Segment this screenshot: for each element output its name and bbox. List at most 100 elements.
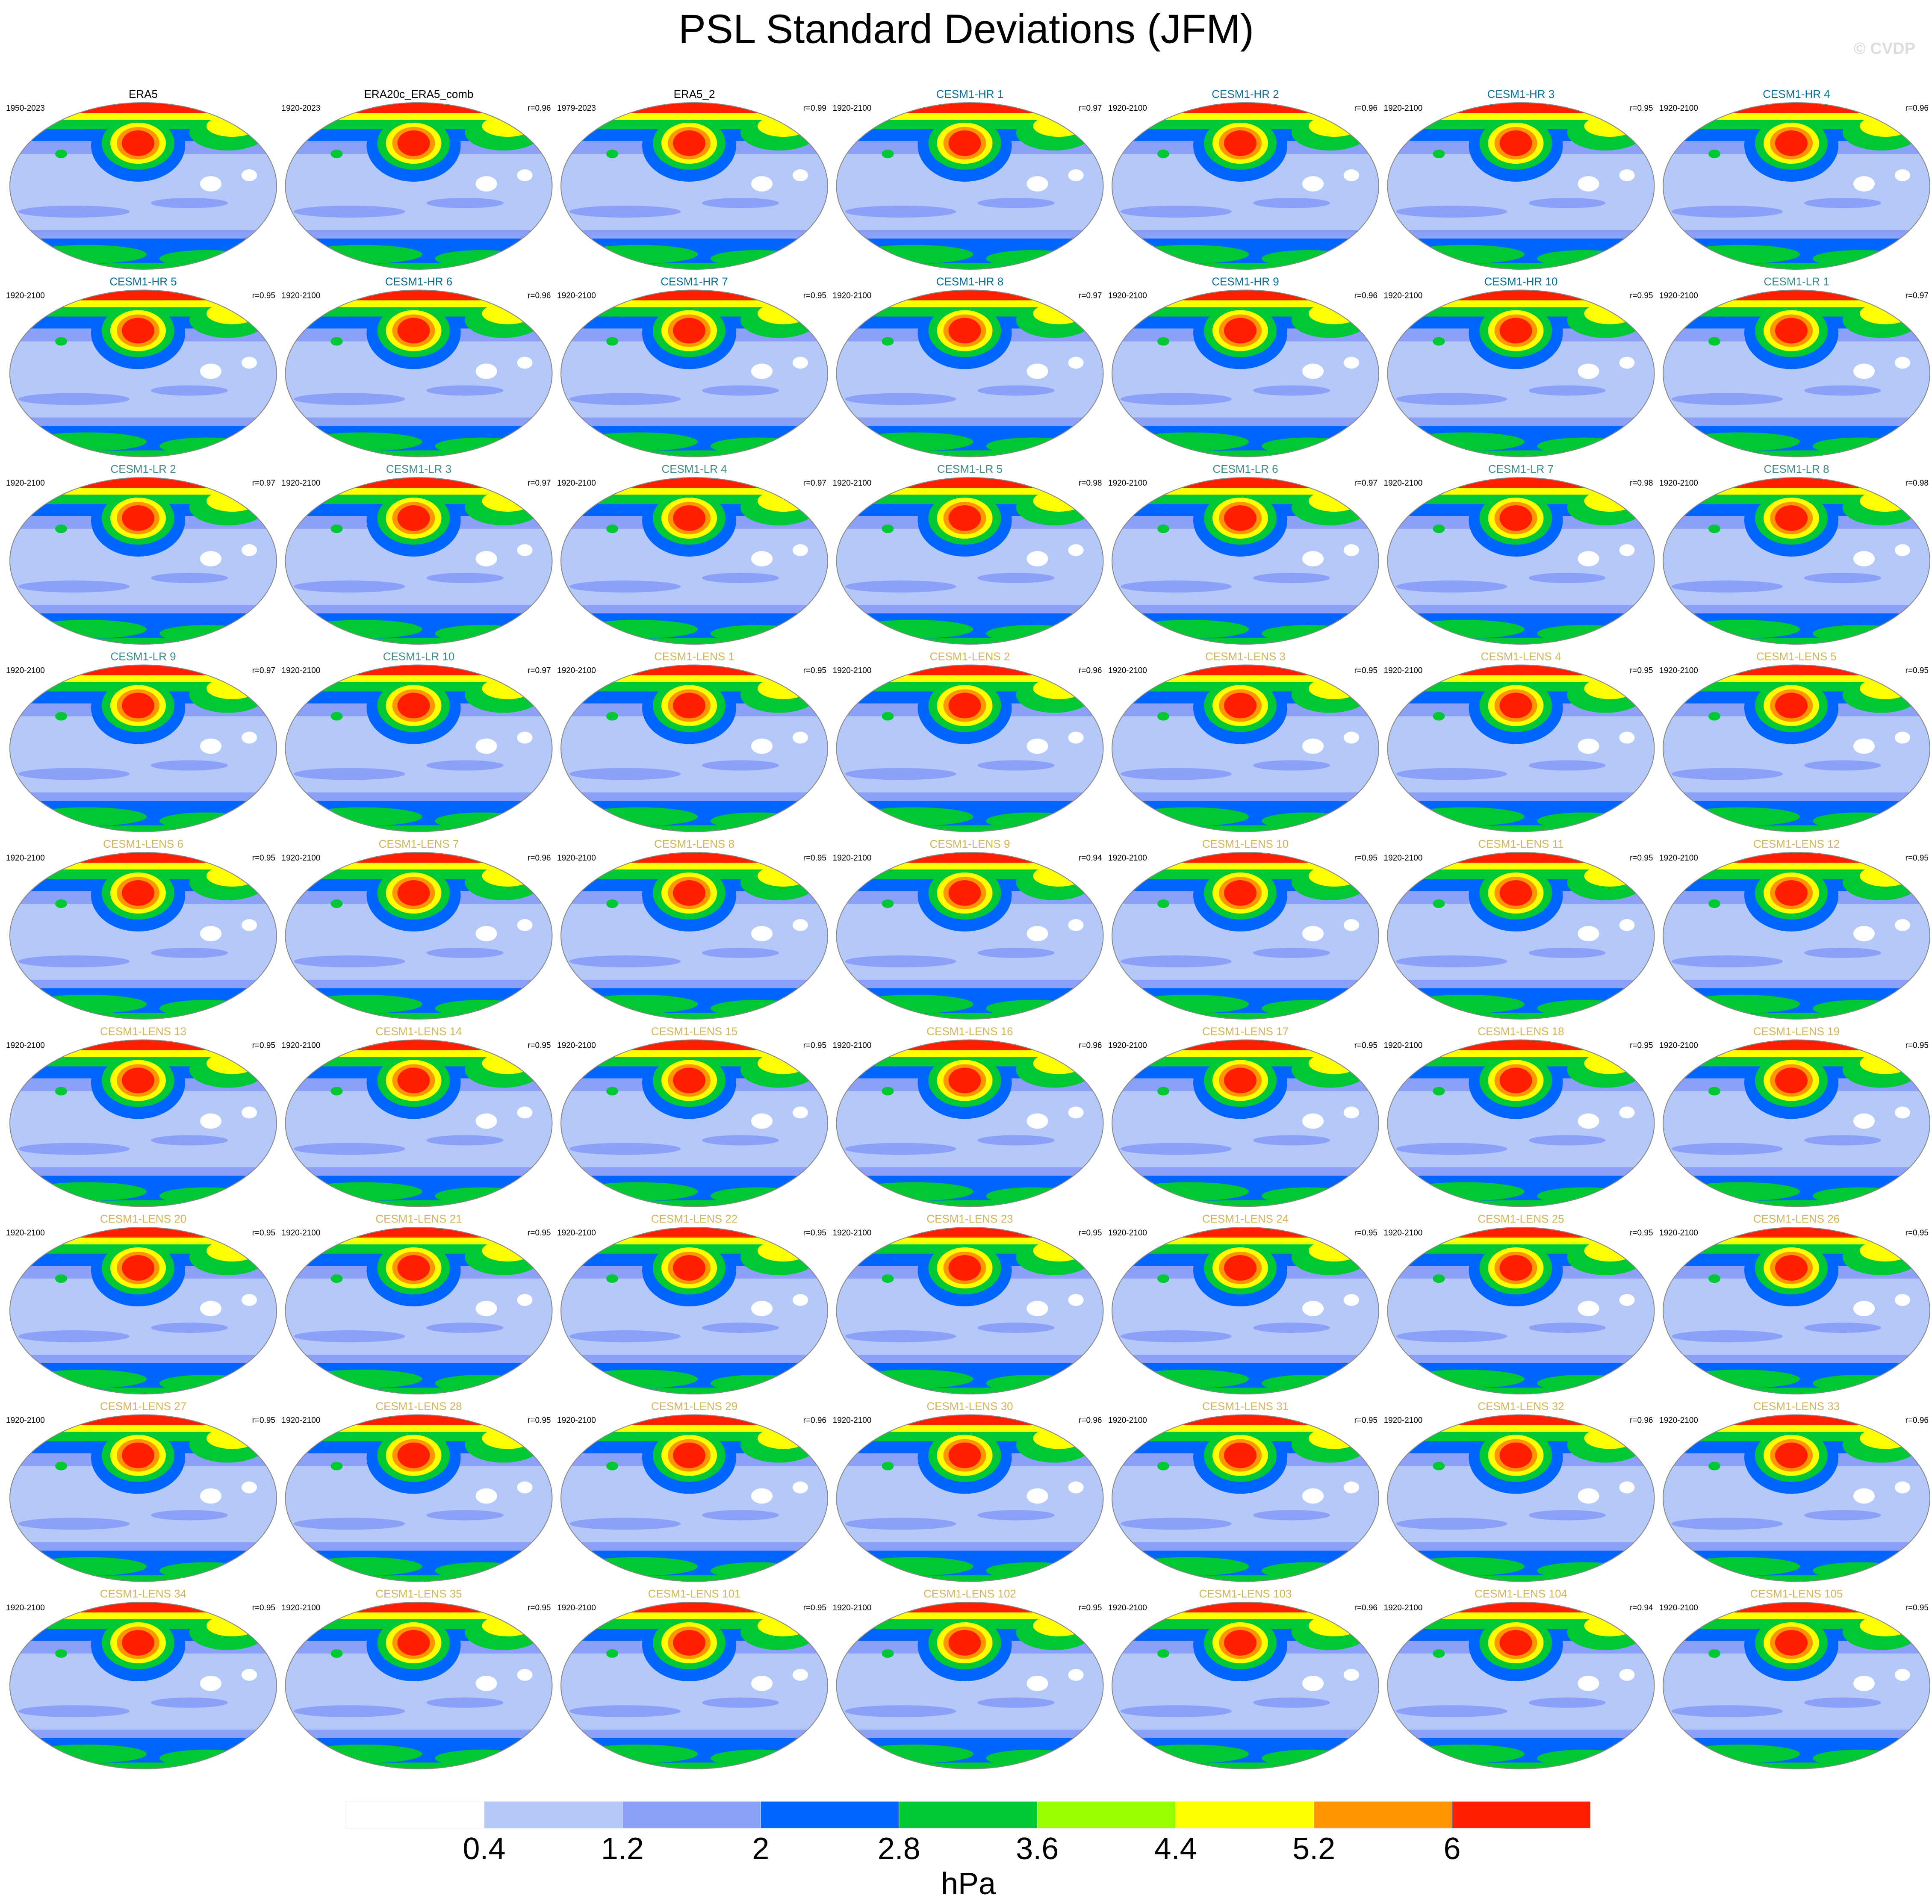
- map-outline: [285, 289, 553, 457]
- colorbar-box: [1037, 1801, 1176, 1829]
- map-panel: CESM1-HR 3 1920-2100 r=0.95: [1384, 88, 1655, 271]
- colorbar-label: 4.4: [1154, 1832, 1197, 1866]
- map-outline: [1387, 1602, 1655, 1769]
- map: [286, 852, 552, 1021]
- panel-correlation: r=0.95: [1354, 1229, 1377, 1238]
- panel-correlation: r=0.95: [252, 1041, 275, 1050]
- colorbar-label: 2: [752, 1832, 769, 1866]
- map-panel: CESM1-LENS 23 1920-2100 r=0.95: [833, 1212, 1104, 1396]
- panel-period: 1920-2100: [1384, 104, 1423, 113]
- map: [286, 1227, 552, 1396]
- panel-correlation: r=0.95: [1354, 854, 1377, 863]
- map-outline: [560, 1414, 828, 1582]
- panel-period: 1920-2100: [1384, 1041, 1423, 1050]
- panel-period: 1920-2100: [1659, 1416, 1698, 1425]
- panel-period: 1920-2100: [6, 666, 45, 675]
- panel-correlation: r=0.96: [1079, 1041, 1102, 1050]
- colorbar-unit: hPa: [941, 1867, 996, 1901]
- map-outline: [9, 289, 277, 457]
- map-panel: CESM1-LENS 29 1920-2100 r=0.96: [557, 1400, 828, 1583]
- map: [1388, 852, 1655, 1021]
- map-panel: CESM1-LENS 32 1920-2100 r=0.96: [1384, 1400, 1655, 1583]
- map-outline: [285, 477, 553, 645]
- map-panel: CESM1-LR 10 1920-2100 r=0.97: [282, 650, 553, 834]
- panel-title: CESM1-LR 3: [386, 463, 451, 475]
- panel-period: 1920-2100: [1384, 1416, 1423, 1425]
- panel-correlation: r=0.95: [1630, 666, 1653, 675]
- map-outline: [560, 1602, 828, 1769]
- panel-period: 1920-2100: [1384, 1229, 1423, 1238]
- panel-correlation: r=0.95: [528, 1603, 551, 1612]
- map-outline: [285, 1414, 553, 1582]
- map: [286, 477, 552, 646]
- panel-period: 1920-2100: [1384, 292, 1423, 301]
- panel-title: CESM1-LENS 34: [100, 1587, 186, 1600]
- map: [837, 290, 1103, 459]
- panel-title: CESM1-LENS 2: [930, 650, 1010, 663]
- panel-period: 1920-2100: [1108, 1416, 1147, 1425]
- panel-title: CESM1-LENS 9: [930, 837, 1010, 850]
- panel-period: 1920-2100: [282, 1416, 321, 1425]
- map-outline: [836, 477, 1104, 645]
- map-outline: [836, 852, 1104, 1020]
- map: [286, 103, 552, 271]
- map: [1112, 852, 1379, 1021]
- panel-correlation: r=0.95: [528, 1416, 551, 1425]
- map-panel: CESM1-LENS 1 1920-2100 r=0.95: [557, 650, 828, 834]
- map-panel: CESM1-LENS 26 1920-2100 r=0.95: [1659, 1212, 1930, 1396]
- map: [1663, 477, 1930, 646]
- map-panel: CESM1-HR 1 1920-2100 r=0.97: [833, 88, 1104, 271]
- panel-period: 1920-2100: [282, 292, 321, 301]
- map-outline: [1663, 1602, 1930, 1769]
- panel-period: 1920-2100: [6, 292, 45, 301]
- map-outline: [1387, 664, 1655, 832]
- map: [837, 103, 1103, 271]
- colorbar-label: 0.4: [463, 1832, 505, 1866]
- panel-title: CESM1-LENS 5: [1756, 650, 1837, 663]
- colorbar-label: 2.8: [878, 1832, 920, 1866]
- map-panel: CESM1-LR 2 1920-2100 r=0.97: [6, 463, 277, 646]
- panel-period: 1920-2100: [557, 292, 596, 301]
- panel-period: 1920-2100: [1659, 292, 1698, 301]
- panel-period: 1920-2100: [1659, 1603, 1698, 1612]
- panel-period: 1920-2100: [1659, 479, 1698, 488]
- panel-title: CESM1-HR 10: [1484, 275, 1558, 288]
- map: [561, 665, 828, 834]
- map-panel: CESM1-LENS 15 1920-2100 r=0.95: [557, 1025, 828, 1208]
- panel-period: 1920-2100: [282, 854, 321, 863]
- panel-correlation: r=0.95: [1905, 1229, 1929, 1238]
- panel-correlation: r=0.95: [1354, 1041, 1377, 1050]
- map-outline: [836, 289, 1104, 457]
- map-outline: [1387, 852, 1655, 1020]
- map-panel: CESM1-LR 4 1920-2100 r=0.97: [557, 463, 828, 646]
- panel-correlation: r=0.95: [1630, 292, 1653, 301]
- panel-period: 1920-2023: [282, 104, 321, 113]
- map: [1388, 477, 1655, 646]
- map-outline: [560, 1227, 828, 1394]
- panel-title: CESM1-LR 4: [661, 463, 727, 475]
- map: [10, 477, 277, 646]
- map-outline: [1663, 477, 1930, 645]
- panel-title: CESM1-HR 5: [109, 275, 177, 288]
- map-outline: [836, 102, 1104, 270]
- panel-title: CESM1-LR 7: [1488, 463, 1554, 475]
- map-outline: [9, 1602, 277, 1769]
- map-panel: CESM1-LENS 22 1920-2100 r=0.95: [557, 1212, 828, 1396]
- panel-correlation: r=0.97: [1079, 104, 1102, 113]
- map: [837, 1227, 1103, 1396]
- map-outline: [285, 1602, 553, 1769]
- panel-correlation: r=0.95: [1905, 666, 1929, 675]
- map-outline: [1112, 1602, 1379, 1769]
- map-outline: [285, 664, 553, 832]
- panel-period: 1920-2100: [557, 854, 596, 863]
- panel-title: CESM1-LENS 6: [103, 837, 183, 850]
- map-panel: CESM1-LENS 34 1920-2100 r=0.95: [6, 1587, 277, 1771]
- panel-title: CESM1-LENS 25: [1478, 1212, 1564, 1225]
- panel-correlation: r=0.94: [1079, 854, 1102, 863]
- map-panel: CESM1-LENS 12 1920-2100 r=0.95: [1659, 837, 1930, 1021]
- map-panel: CESM1-LENS 3 1920-2100 r=0.95: [1108, 650, 1379, 834]
- panel-correlation: r=0.96: [1905, 1416, 1929, 1425]
- panel-period: 1920-2100: [833, 479, 872, 488]
